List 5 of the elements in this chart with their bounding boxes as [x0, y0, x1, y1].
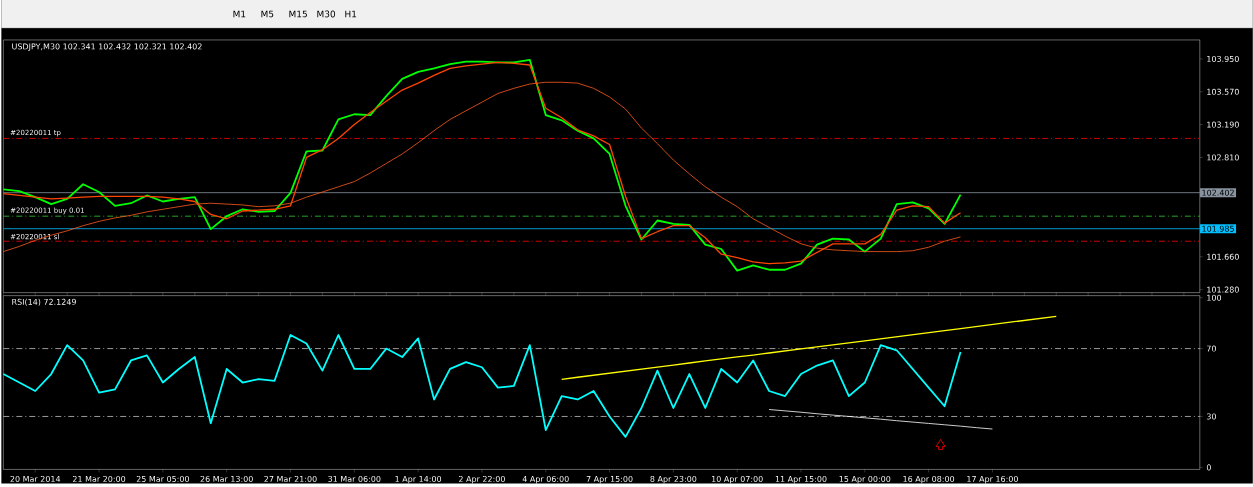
text: M30 [317, 10, 336, 18]
text: H1 [345, 10, 357, 18]
text: M5 [261, 10, 274, 18]
text: M1 [233, 10, 246, 18]
text: M15 [289, 10, 307, 18]
